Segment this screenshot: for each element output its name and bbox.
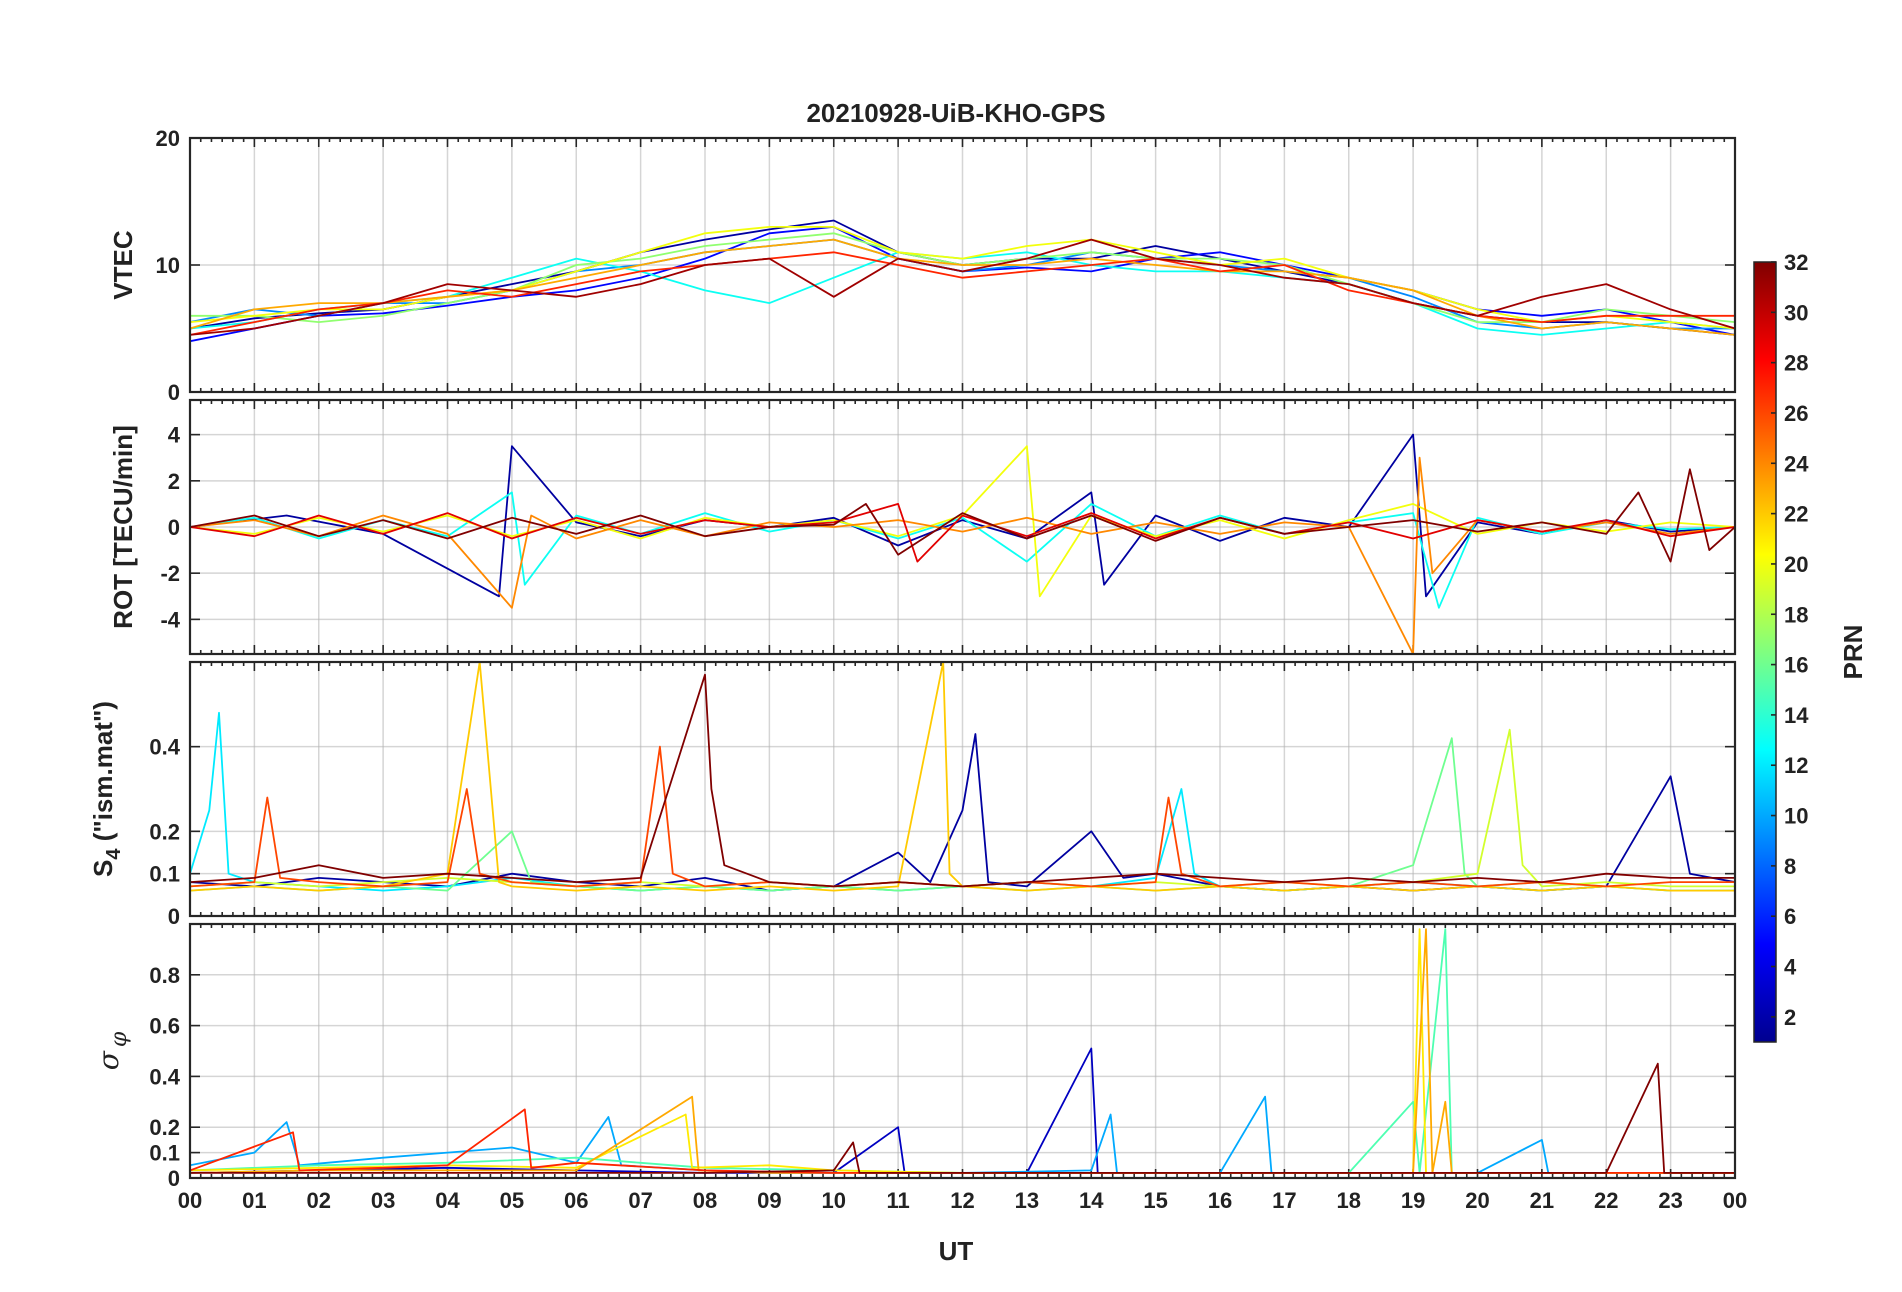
rot-y-tick-label: 4 (168, 423, 181, 448)
s4-y-label-main: S (88, 860, 118, 877)
x-tick-label: 09 (757, 1188, 781, 1213)
colorbar-tick-label: 30 (1784, 300, 1808, 325)
s4-y-axis-label: S4 ("ism.mat") (88, 701, 125, 877)
s4-y-label-rest: ("ism.mat") (88, 701, 118, 848)
rot-series-group (190, 433, 1735, 654)
colorbar-tick-label: 26 (1784, 401, 1808, 426)
sigma_phi-y-tick-label: 0.4 (149, 1064, 180, 1089)
x-tick-label: 02 (307, 1188, 331, 1213)
s4-y-tick-label: 0.2 (149, 819, 180, 844)
x-tick-label: 01 (242, 1188, 266, 1213)
colorbar-tick-label: 10 (1784, 804, 1808, 829)
s4-axis-frame (188, 660, 1737, 918)
colorbar-tick-label: 20 (1784, 552, 1808, 577)
vtec-y-tick-label: 0 (168, 380, 180, 405)
x-tick-label: 21 (1530, 1188, 1554, 1213)
sigma_phi-y-tick-label: 0 (168, 1166, 180, 1191)
rot-series-prn-24 (190, 456, 1735, 654)
s4-series-prn-22 (190, 662, 1735, 892)
x-axis-label: UT (939, 1236, 974, 1266)
vtec-axis-frame (188, 136, 1737, 394)
rot-panel: -4 -2 0 2 4 ROT [TECU/min] (108, 398, 1737, 656)
rot-y-tick-label: -2 (160, 561, 180, 586)
rot-series-prn-32 (190, 468, 1735, 563)
sigma_phi-y-tick-label: 0.1 (149, 1141, 180, 1166)
x-tick-label: 12 (950, 1188, 974, 1213)
colorbar-tick-label: 4 (1784, 955, 1797, 980)
x-tick-label: 18 (1337, 1188, 1361, 1213)
colorbar-tick-label: 22 (1784, 502, 1808, 527)
sigma_phi-series-prn-32 (190, 1062, 1735, 1174)
colorbar-label: PRN (1838, 625, 1868, 680)
s4-series-group (190, 662, 1735, 892)
vtec-series-group (190, 219, 1735, 343)
x-tick-label: 13 (1015, 1188, 1039, 1213)
s4-y-tick-label: 0 (168, 904, 180, 929)
x-tick-label: 00 (1723, 1188, 1747, 1213)
s4-y-tick-label: 0.1 (149, 862, 180, 887)
colorbar-tick-label: 16 (1784, 653, 1808, 678)
s4-series-prn-32 (190, 673, 1735, 888)
x-tick-label: 19 (1401, 1188, 1425, 1213)
rot-y-tick-label: -4 (160, 607, 180, 632)
sigma_phi-axis-frame (188, 922, 1737, 1180)
x-tick-label: 17 (1272, 1188, 1296, 1213)
vtec-panel: 0 10 20 VTEC (108, 126, 1737, 405)
vtec-y-tick-label: 20 (156, 126, 180, 151)
sigma_phi-y-tick-label: 0.8 (149, 963, 180, 988)
sigma-phi-panel: 00.10.2 0.4 0.6 0.8 σφ (92, 922, 1737, 1191)
x-tick-label: 10 (822, 1188, 846, 1213)
rot-series-prn-2 (190, 433, 1735, 598)
rot-y-tick-label: 0 (168, 515, 180, 540)
colorbar-tick-label: 28 (1784, 351, 1808, 376)
colorbar-tick-label: 8 (1784, 854, 1796, 879)
colorbar-gradient (1753, 261, 1777, 1043)
x-tick-label: 04 (435, 1188, 460, 1213)
s4-y-tick-label: 0.4 (149, 735, 180, 760)
colorbar-tick-label: 18 (1784, 602, 1808, 627)
x-tick-label: 03 (371, 1188, 395, 1213)
s4-y-label-sub: 4 (103, 848, 125, 860)
x-tick-label: 06 (564, 1188, 588, 1213)
rot-y-tick-label: 2 (168, 469, 180, 494)
sigma-symbol: σ (92, 1050, 125, 1070)
x-axis-tick-labels: 00 01 02 03 04 05 06 07 08 09 10 11 12 13 14 15 16 17 18 19… (178, 1188, 1747, 1213)
colorbar-tick-label: 6 (1784, 904, 1796, 929)
x-tick-label: 23 (1658, 1188, 1682, 1213)
x-tick-label: 22 (1594, 1188, 1618, 1213)
x-tick-label: 11 (886, 1188, 909, 1213)
sigma_phi-series-group (190, 928, 1735, 1174)
colorbar-tick-label: 14 (1784, 703, 1809, 728)
x-tick-label: 05 (500, 1188, 524, 1213)
sigma_phi-y-tick-label: 0.6 (149, 1014, 180, 1039)
x-tick-label: 15 (1143, 1188, 1167, 1213)
colorbar-tick-label: 12 (1784, 753, 1808, 778)
sigma-phi-y-axis-label: σφ (92, 1031, 132, 1070)
colorbar-tick-label: 24 (1784, 451, 1809, 476)
colorbar-tick-label: 32 (1784, 250, 1808, 275)
x-tick-label: 00 (178, 1188, 202, 1213)
rot-series-prn-29 (190, 502, 1735, 563)
colorbar-tick-label: 2 (1784, 1005, 1796, 1030)
x-tick-label: 07 (628, 1188, 652, 1213)
rot-y-axis-label: ROT [TECU/min] (108, 425, 138, 629)
vtec-y-tick-label: 10 (156, 253, 180, 278)
s4-panel: 0 0.1 0.2 0.4 S4 ("ism.mat") (88, 660, 1737, 929)
x-tick-label: 14 (1079, 1188, 1104, 1213)
x-tick-label: 20 (1465, 1188, 1489, 1213)
vtec-series-prn-31 (190, 238, 1735, 336)
vtec-y-axis-label: VTEC (108, 230, 138, 300)
x-tick-label: 16 (1208, 1188, 1232, 1213)
phi-subscript: φ (107, 1031, 132, 1047)
rot-axis-frame (188, 398, 1737, 656)
chart-title: 20210928-UiB-KHO-GPS (806, 98, 1105, 128)
x-tick-label: 08 (693, 1188, 717, 1213)
sigma_phi-y-tick-label: 0.2 (149, 1115, 180, 1140)
